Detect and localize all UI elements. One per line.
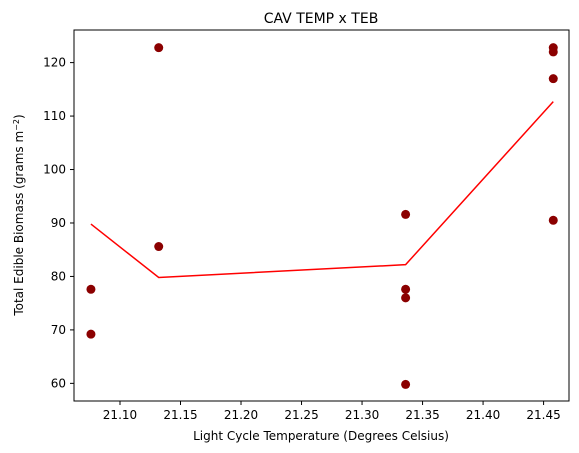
y-tick-label: 100 (43, 163, 66, 177)
data-point (548, 47, 558, 57)
data-point (401, 379, 411, 389)
data-point (154, 242, 164, 252)
x-tick-label: 21.30 (345, 408, 379, 422)
x-tick-label: 21.15 (163, 408, 197, 422)
data-point (154, 43, 164, 53)
y-axis-ticks: 60 70 80 90 100 110 120 (43, 56, 74, 390)
data-point (548, 74, 558, 84)
y-tick-label: 120 (43, 56, 66, 70)
y-tick-label: 110 (43, 109, 66, 123)
y-tick-label: 90 (51, 216, 66, 230)
x-tick-label: 21.35 (405, 408, 439, 422)
x-tick-label: 21.25 (284, 408, 318, 422)
y-tick-label: 60 (51, 376, 66, 390)
plot-frame (73, 29, 570, 402)
data-point (86, 284, 96, 294)
x-tick-label: 21.20 (224, 408, 258, 422)
x-tick-label: 21.10 (103, 408, 137, 422)
y-axis-label-superscript: −2 (12, 119, 21, 131)
data-point (86, 329, 96, 339)
data-point (401, 209, 411, 219)
x-axis-ticks: 21.10 21.15 21.20 21.25 21.30 21.35 21.40 21.45 (103, 401, 561, 422)
y-tick-label: 70 (51, 323, 66, 337)
x-tick-label: 21.45 (526, 408, 560, 422)
y-axis-label-close: ) (12, 114, 26, 119)
y-axis-label-main: Total Edible Biomass (grams m (12, 131, 26, 317)
data-point (401, 284, 411, 294)
x-axis-label: Light Cycle Temperature (Degrees Celsius… (193, 429, 449, 443)
data-point (548, 215, 558, 225)
chart-title: CAV TEMP x TEB (264, 11, 379, 27)
x-tick-label: 21.40 (466, 408, 500, 422)
y-axis-label: Total Edible Biomass (grams m−2) (12, 114, 27, 316)
y-tick-label: 80 (51, 269, 66, 283)
plot-content (86, 43, 558, 389)
trend-line (90, 101, 554, 279)
data-point (401, 293, 411, 303)
